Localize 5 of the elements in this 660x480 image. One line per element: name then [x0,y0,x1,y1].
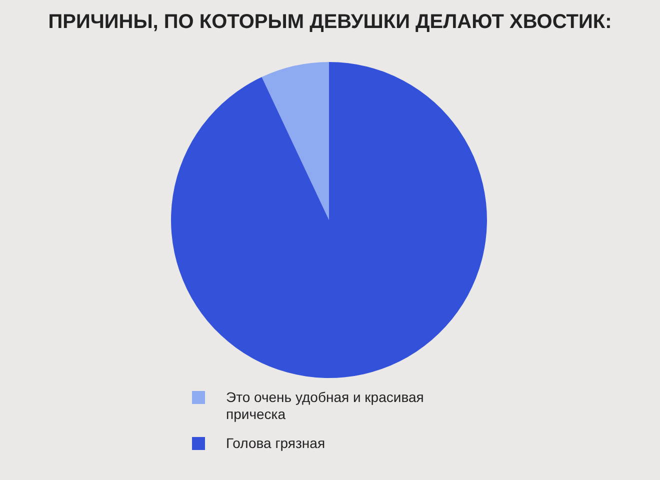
pie-slice [262,62,329,220]
legend-label: Голова грязная [226,435,326,451]
pie-slice [171,62,487,378]
legend-label: Это очень удобная и красивая прическа [226,389,424,422]
chart-title: ПРИЧИНЫ, ПО КОТОРЫМ ДЕВУШКИ ДЕЛАЮТ ХВОСТИК: [48,11,612,33]
